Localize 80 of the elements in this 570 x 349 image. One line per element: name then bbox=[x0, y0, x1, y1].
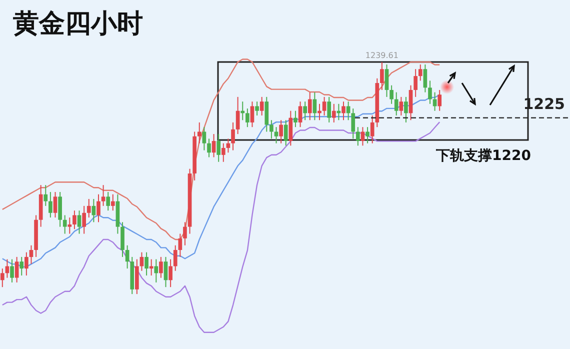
candlestick bbox=[197, 122, 202, 144]
candlestick bbox=[86, 198, 91, 218]
candlestick bbox=[20, 256, 24, 276]
candlestick bbox=[408, 84, 413, 121]
candlestick bbox=[423, 64, 428, 93]
candlestick bbox=[356, 126, 360, 146]
candlestick bbox=[144, 252, 148, 276]
candlestick bbox=[246, 108, 250, 128]
candlestick bbox=[14, 256, 19, 283]
candlestick bbox=[327, 96, 332, 123]
candlestick bbox=[168, 258, 172, 288]
candlestick bbox=[29, 244, 34, 264]
candlestick bbox=[274, 126, 278, 144]
candlestick bbox=[68, 217, 72, 234]
candlestick bbox=[303, 101, 307, 121]
candlestick bbox=[24, 252, 28, 276]
candlestick bbox=[164, 256, 168, 288]
candlestick bbox=[62, 214, 67, 234]
candlestick bbox=[207, 138, 211, 158]
candlestick bbox=[264, 96, 269, 132]
candlestick bbox=[308, 92, 312, 121]
candlestick bbox=[294, 110, 298, 128]
candlestick bbox=[0, 268, 4, 288]
candlestick bbox=[173, 244, 178, 272]
candlestick bbox=[178, 233, 182, 258]
candlestick bbox=[438, 89, 442, 112]
annotation: 下轨支撑1220 bbox=[435, 148, 532, 164]
candlestick bbox=[5, 258, 10, 278]
candlestick bbox=[428, 80, 432, 104]
candlestick bbox=[404, 96, 408, 123]
candlestick bbox=[394, 92, 398, 116]
candlestick bbox=[53, 192, 58, 218]
candlestick bbox=[110, 194, 115, 212]
candlestick bbox=[236, 96, 240, 135]
candlestick bbox=[270, 120, 274, 140]
candlestick bbox=[366, 126, 370, 144]
candlestick bbox=[125, 244, 130, 270]
candlestick bbox=[183, 222, 187, 246]
candlestick bbox=[10, 258, 14, 283]
candlestick bbox=[418, 64, 422, 82]
annotation: 1239.61 bbox=[365, 51, 398, 60]
chart-title: 黄金四小时 bbox=[12, 9, 143, 39]
candlestick bbox=[231, 122, 235, 151]
candlestick bbox=[346, 101, 350, 121]
candlestick bbox=[279, 120, 283, 144]
candlestick bbox=[106, 192, 110, 212]
candlestick bbox=[250, 101, 254, 128]
candlestick bbox=[298, 101, 302, 128]
candlestick bbox=[380, 62, 384, 90]
candlestick bbox=[390, 84, 394, 104]
candlestick bbox=[399, 96, 404, 116]
candlestick bbox=[221, 142, 226, 162]
candlestick bbox=[414, 68, 418, 98]
candlestick bbox=[384, 64, 389, 98]
candlestick bbox=[288, 110, 293, 146]
candlestick bbox=[72, 210, 76, 230]
candlestick bbox=[216, 134, 221, 162]
candlestick bbox=[332, 103, 336, 123]
candlestick bbox=[284, 120, 288, 146]
candlestick bbox=[260, 96, 264, 116]
candlestick bbox=[154, 258, 158, 283]
candlestick bbox=[77, 210, 82, 234]
candlestick bbox=[370, 114, 374, 144]
candlestick bbox=[101, 184, 106, 206]
candlestick bbox=[360, 126, 365, 146]
candlestick bbox=[135, 258, 139, 295]
candlestick bbox=[44, 184, 48, 206]
candlestick bbox=[342, 101, 346, 121]
candlestick bbox=[202, 126, 206, 151]
candlestick bbox=[48, 192, 52, 218]
candlestick bbox=[96, 194, 100, 223]
candlestick bbox=[120, 222, 124, 258]
candlestick bbox=[58, 192, 62, 228]
candlestick bbox=[351, 108, 356, 140]
candlestick bbox=[255, 101, 259, 116]
candlestick bbox=[149, 258, 154, 276]
candlestick bbox=[159, 256, 163, 278]
candlestick bbox=[212, 134, 216, 158]
candlestick bbox=[82, 205, 86, 234]
candlestick bbox=[322, 96, 326, 116]
